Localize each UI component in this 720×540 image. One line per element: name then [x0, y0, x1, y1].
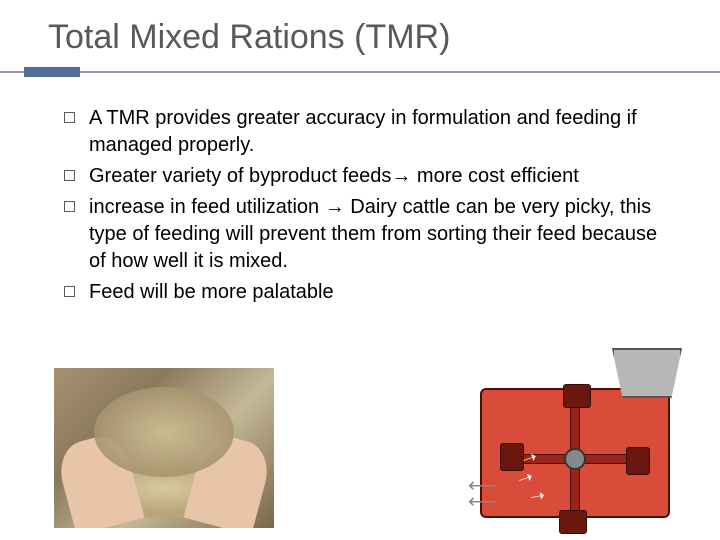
output-arrow-icon: ⟵	[468, 489, 497, 514]
bullet-marker-icon	[64, 170, 75, 181]
list-item: Greater variety of byproduct feeds→ more…	[64, 163, 676, 190]
rule-line	[0, 71, 720, 73]
bullet-marker-icon	[64, 201, 75, 212]
hand-right-shape	[184, 430, 274, 528]
bullet-text: A TMR provides greater accuracy in formu…	[89, 105, 676, 159]
feed-in-hands-image	[54, 368, 274, 528]
hand-left-shape	[54, 430, 144, 528]
bullet-marker-icon	[64, 112, 75, 123]
slide-title: Total Mixed Rations (TMR)	[0, 0, 720, 67]
mixer-hub	[564, 448, 586, 470]
flow-arrow-icon: ➝	[528, 485, 547, 508]
list-item: Feed will be more palatable	[64, 279, 676, 306]
title-rule	[0, 67, 720, 77]
image-row: ➝ ➝ ➝ ⟵ ⟵	[54, 348, 690, 528]
rule-accent-block	[24, 67, 80, 77]
bullet-list: A TMR provides greater accuracy in formu…	[0, 105, 720, 306]
bullet-text: Feed will be more palatable	[89, 279, 334, 306]
bullet-marker-icon	[64, 286, 75, 297]
bullet-text: Greater variety of byproduct feeds→ more…	[89, 163, 579, 190]
bullet-text: increase in feed utilization → Dairy cat…	[89, 194, 676, 275]
mixer-body: ➝ ➝ ➝	[480, 388, 670, 518]
mixer-hopper	[612, 348, 682, 398]
list-item: A TMR provides greater accuracy in formu…	[64, 105, 676, 159]
list-item: increase in feed utilization → Dairy cat…	[64, 194, 676, 275]
mixer-diagram-image: ➝ ➝ ➝ ⟵ ⟵	[470, 348, 690, 528]
